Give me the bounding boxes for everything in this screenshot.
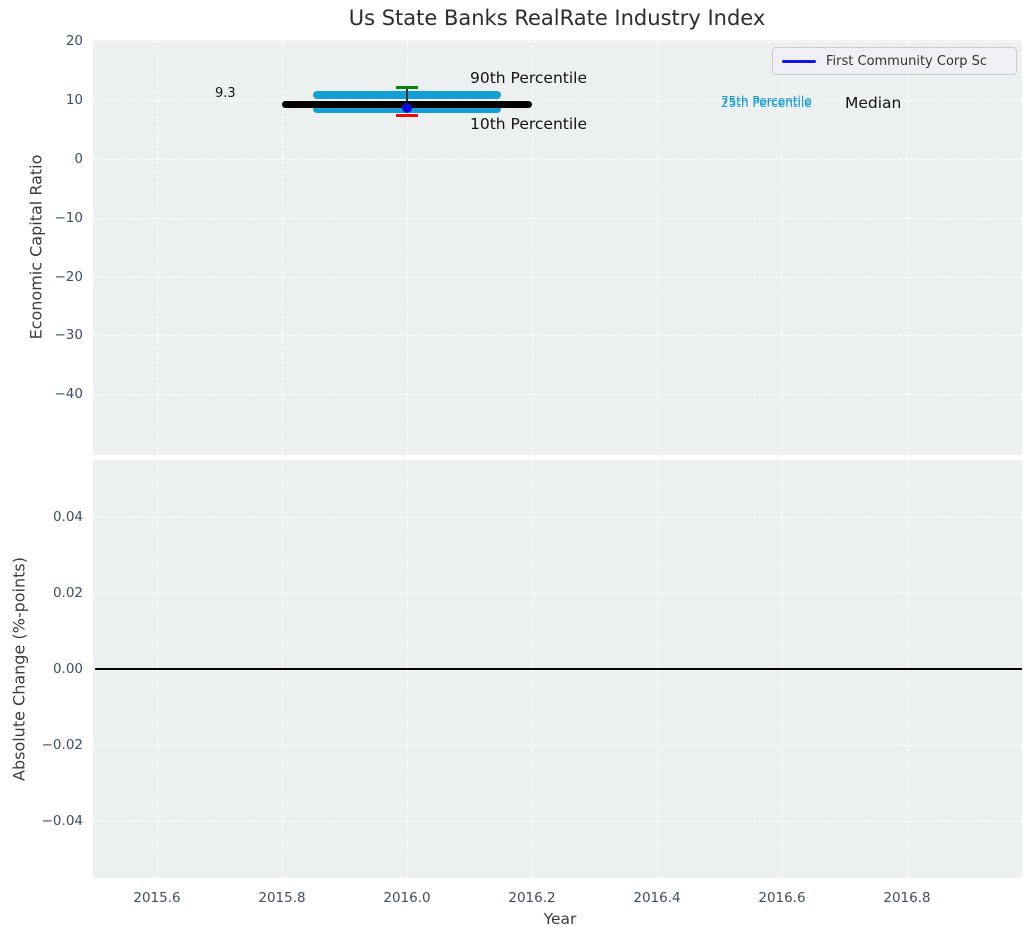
gridline-horizontal <box>93 41 1022 43</box>
gridline-vertical <box>907 40 908 455</box>
gridline-vertical <box>407 40 408 455</box>
top-y-tick-label: 0 <box>74 151 83 167</box>
x-tick-label: 2016.0 <box>383 890 431 906</box>
bottom-y-tick-label: 0.04 <box>52 509 83 525</box>
top-y-tick-label: −30 <box>54 327 84 344</box>
bottom-y-tick-label: −0.02 <box>41 737 83 753</box>
x-tick-label: 2015.6 <box>133 890 181 906</box>
legend: First Community Corp Sc <box>772 47 1017 75</box>
gridline-horizontal <box>93 593 1022 594</box>
annotation-10th-percentile: 10th Percentile <box>470 115 588 133</box>
top-plot-area <box>93 40 1022 455</box>
x-tick-label: 2015.8 <box>258 890 306 906</box>
x-axis-label: Year <box>543 910 577 928</box>
bottom-y-tick-label: 0.00 <box>52 661 83 677</box>
bottom-y-tick-label: −0.04 <box>41 813 83 829</box>
annotation-median: Median <box>845 94 902 112</box>
series-point <box>402 102 412 113</box>
legend-series-label: First Community Corp Sc <box>826 53 988 69</box>
top-y-tick-label: 10 <box>65 92 83 109</box>
gridline-horizontal <box>93 745 1022 746</box>
gridline-horizontal <box>93 159 1022 160</box>
gridline-horizontal <box>93 100 1022 102</box>
x-tick-label: 2016.4 <box>633 890 681 906</box>
gridline-horizontal <box>93 821 1022 822</box>
x-tick-label: 2016.8 <box>883 890 931 906</box>
errorbar-whisker <box>406 87 408 108</box>
gridline-vertical <box>657 40 658 455</box>
gridline-horizontal <box>93 217 1022 219</box>
bottom-y-tick-label: 0.02 <box>52 585 83 601</box>
top-y-tick-label: −40 <box>54 386 84 403</box>
p90-cap <box>396 85 418 89</box>
top-y-tick-label: −10 <box>54 209 84 226</box>
gridline-horizontal <box>93 276 1022 278</box>
top-y-tick-label: 20 <box>65 33 83 50</box>
annotation-90th-percentile: 90th Percentile <box>470 69 588 87</box>
bottom-plot-area <box>93 460 1022 878</box>
annotation-75th-percentile: 75th Percentile <box>721 94 812 108</box>
zero-line <box>94 668 1022 670</box>
p10-cap <box>396 114 418 118</box>
legend-line-sample <box>782 59 816 63</box>
gridline-vertical <box>157 40 158 455</box>
gridline-horizontal <box>93 394 1022 396</box>
gridline-vertical <box>532 40 533 455</box>
x-tick-label: 2016.6 <box>758 890 806 906</box>
gridline-horizontal <box>93 335 1022 337</box>
chart-title: Us State Banks RealRate Industry Index <box>348 6 766 30</box>
annotation-median-value: 9.3 <box>215 86 236 101</box>
annotation-25th-percentile: 25th Percentile <box>721 95 812 110</box>
top-y-tick-label: −20 <box>54 268 84 285</box>
top-y-axis-label: Economic Capital Ratio <box>26 154 46 340</box>
gridline-vertical <box>282 40 283 455</box>
gridline-horizontal <box>93 517 1022 518</box>
x-tick-label: 2016.2 <box>508 890 556 906</box>
gridline-vertical <box>782 40 783 455</box>
